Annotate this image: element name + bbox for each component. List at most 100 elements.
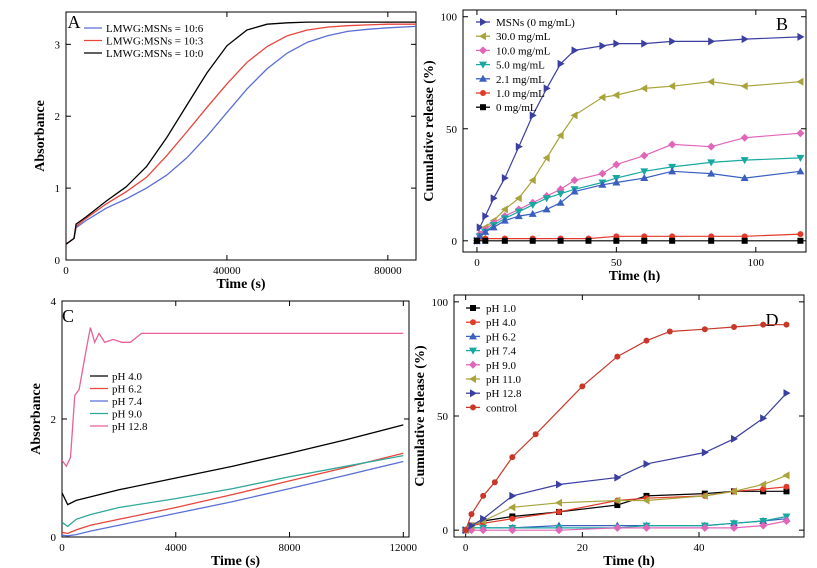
y-tick-label: 0 xyxy=(443,525,449,537)
legend-entry: pH 6.2 xyxy=(90,384,142,396)
series-line xyxy=(62,424,404,506)
data-point xyxy=(740,133,749,142)
data-point xyxy=(641,237,648,244)
data-point xyxy=(666,328,673,335)
y-tick-label: 1 xyxy=(55,183,61,195)
data-point xyxy=(731,323,737,330)
data-point xyxy=(570,111,578,120)
legend-entry: LMWG:MSNs = 10:6 xyxy=(84,23,204,35)
series-5-0-mg-ml xyxy=(472,154,805,245)
data-point xyxy=(708,37,716,46)
data-point xyxy=(614,502,621,509)
data-point xyxy=(528,201,537,209)
legend-marker xyxy=(470,389,477,398)
y-tick-label: 50 xyxy=(446,124,458,136)
data-point xyxy=(797,32,805,41)
data-point xyxy=(730,520,738,528)
data-point xyxy=(796,154,805,162)
legend-marker xyxy=(479,32,486,41)
series-line xyxy=(476,157,801,242)
series-msns-0-mg-ml xyxy=(473,32,805,245)
data-point xyxy=(613,39,621,48)
data-point xyxy=(759,518,768,526)
x-axis-label: Time (s) xyxy=(216,277,265,292)
data-point xyxy=(612,91,620,100)
series-lmwg-msns-10-0 xyxy=(66,21,416,245)
data-point xyxy=(473,237,480,244)
legend-entry: pH 12.8 xyxy=(90,421,148,433)
data-point xyxy=(598,93,606,102)
legend-label: pH 9.0 xyxy=(486,360,516,372)
legend-label: pH 6.2 xyxy=(112,384,142,396)
data-point xyxy=(500,216,509,224)
legend-marker xyxy=(479,46,487,55)
legend-label: 30.0 mg/mL xyxy=(496,31,551,43)
data-point xyxy=(556,508,562,515)
legend-marker xyxy=(469,332,477,340)
data-point xyxy=(760,414,768,423)
data-point xyxy=(782,517,791,526)
series-1-0-mg-ml xyxy=(473,231,804,244)
data-point xyxy=(701,448,709,457)
panel-d: 0 20 40 0 50 100 Time (h) Cumulative release (%… xyxy=(413,294,805,568)
series-control xyxy=(462,321,790,534)
legend-entry: 10.0 mg/mL xyxy=(476,45,551,57)
x-tick-label: 50 xyxy=(611,257,623,269)
data-point xyxy=(598,180,607,188)
legend-entry: pH 6.2 xyxy=(466,331,516,343)
legend-marker xyxy=(470,319,476,326)
legend-entry: pH 1.0 xyxy=(466,303,516,315)
legend-label: 10.0 mg/mL xyxy=(496,45,551,57)
data-point xyxy=(508,503,516,512)
x-tick-label: 100 xyxy=(748,257,765,269)
data-point xyxy=(556,480,563,489)
series-2-1-mg-ml xyxy=(472,167,805,244)
data-point xyxy=(557,237,564,244)
data-point xyxy=(741,237,748,244)
data-point xyxy=(642,523,651,532)
data-point xyxy=(759,521,768,530)
legend-label: pH 11.0 xyxy=(486,374,522,386)
data-point xyxy=(579,383,586,390)
series-ph-4-0 xyxy=(62,424,404,506)
data-point xyxy=(740,174,749,182)
x-tick-label: 0 xyxy=(63,265,69,277)
legend-entry: pH 11.0 xyxy=(466,374,522,386)
data-point xyxy=(489,223,498,231)
series-line xyxy=(62,460,404,537)
legend-marker xyxy=(480,18,487,26)
x-axis-label: Time (s) xyxy=(211,554,260,568)
data-point xyxy=(668,140,677,149)
data-point xyxy=(759,480,767,489)
plot-frame xyxy=(65,11,417,261)
data-point xyxy=(796,77,804,86)
data-point xyxy=(797,231,804,238)
data-point xyxy=(641,39,649,48)
data-point xyxy=(640,151,649,160)
data-point xyxy=(599,41,607,50)
data-point xyxy=(542,153,550,162)
y-tick-label: 0 xyxy=(51,532,57,544)
data-point xyxy=(481,227,490,235)
data-point xyxy=(796,129,805,138)
legend-label: 0 mg/mL xyxy=(496,102,537,114)
legend: pH 1.0 pH 4.0 pH 6.2 pH 7.4 pH 9.0 pH 11.0 pH … xyxy=(466,303,522,414)
data-point xyxy=(462,527,469,534)
data-point xyxy=(642,496,650,505)
y-tick-label: 3 xyxy=(55,39,61,51)
legend-marker xyxy=(469,360,477,369)
legend-marker xyxy=(480,104,486,111)
data-point xyxy=(613,523,622,532)
data-point xyxy=(783,321,790,328)
legend-entry: pH 12.8 xyxy=(466,388,522,400)
data-point xyxy=(482,212,490,221)
legend-entry: pH 9.0 xyxy=(90,409,142,421)
legend-marker xyxy=(469,347,477,355)
data-point xyxy=(643,337,650,344)
series-line xyxy=(465,324,787,531)
data-point xyxy=(740,157,749,165)
series-ph-9-0 xyxy=(62,454,404,528)
x-tick-label: 12000 xyxy=(390,542,418,554)
series-lmwg-msns-10-3 xyxy=(66,23,416,245)
